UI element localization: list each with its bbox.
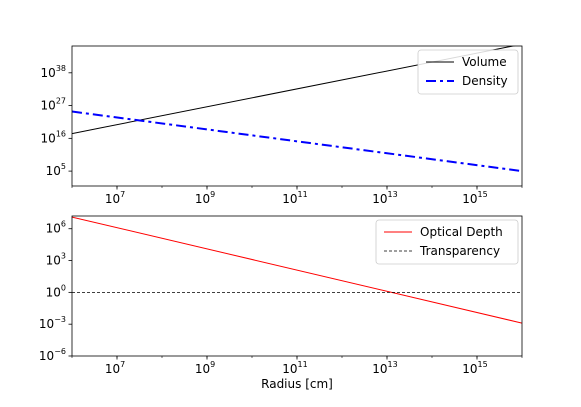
- legend-label: Density: [462, 74, 508, 88]
- x-axis-label: Radius [cm]: [261, 377, 333, 391]
- legend: Volume Density: [417, 49, 519, 95]
- y-tick-label: 1027: [41, 97, 66, 113]
- legend-box: [375, 219, 519, 265]
- y-tick-label: 10−6: [39, 347, 66, 363]
- y-tick-label: 105: [46, 162, 66, 178]
- legend-label: Transparency: [419, 244, 500, 258]
- legend-box: [417, 49, 519, 95]
- x-tick-label: 1015: [462, 190, 487, 206]
- x-tick-label: 1015: [462, 360, 487, 376]
- series-line-density: [72, 110, 522, 173]
- x-tick-label: 1011: [282, 190, 307, 206]
- x-tick-label: 1013: [372, 190, 397, 206]
- y-tick-label: 100: [46, 283, 66, 299]
- x-tick-label: 1011: [282, 360, 307, 376]
- plot-panel-1: 107 109 1011 1013 1015 105 1016 1027 1038 Volume D…: [41, 45, 523, 206]
- plot-panel-2: 107 109 1011 1013 1015 10−6 10−3 100 103 106 Optic…: [39, 215, 523, 391]
- y-tick-label: 106: [46, 220, 66, 236]
- legend-label: Optical Depth: [420, 225, 503, 239]
- x-tick-label: 107: [105, 360, 125, 376]
- y-tick-label: 10−3: [39, 315, 66, 331]
- legend: Optical Depth Transparency: [375, 219, 519, 265]
- y-tick-label: 1038: [41, 64, 66, 80]
- x-tick-label: 109: [195, 190, 215, 206]
- y-tick-label: 103: [46, 252, 66, 268]
- y-tick-label: 1016: [41, 129, 66, 145]
- x-tick-label: 109: [195, 360, 215, 376]
- series-group: [72, 216, 522, 324]
- legend-label: Volume: [462, 55, 507, 69]
- series-line-optical-depth: [72, 216, 522, 324]
- x-tick-label: 107: [105, 190, 125, 206]
- x-tick-label: 1013: [372, 360, 397, 376]
